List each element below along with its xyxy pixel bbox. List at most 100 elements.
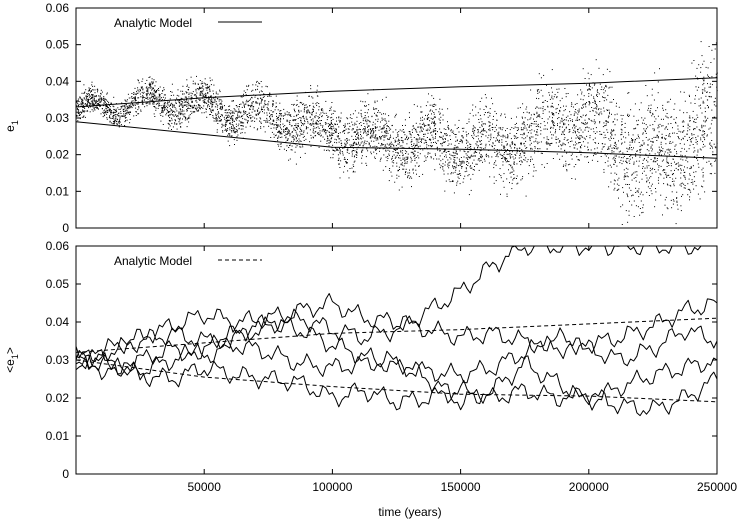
top-scatter-point xyxy=(511,154,513,155)
top-scatter-point xyxy=(201,90,203,92)
top-scatter-point xyxy=(477,132,479,134)
top-scatter-point xyxy=(429,110,431,112)
top-scatter-point xyxy=(540,130,542,132)
top-scatter-point xyxy=(702,100,704,102)
top-scatter-point xyxy=(164,109,165,111)
top-scatter-point xyxy=(142,78,144,80)
top-scatter-point xyxy=(118,109,120,110)
top-scatter-point xyxy=(522,122,524,124)
top-scatter-point xyxy=(247,122,248,124)
top-scatter-point xyxy=(242,95,244,97)
top-scatter-point xyxy=(260,97,261,99)
top-scatter-point xyxy=(402,150,404,152)
top-scatter-point xyxy=(419,131,421,133)
top-scatter-point xyxy=(279,113,281,115)
top-scatter-point xyxy=(506,153,508,155)
top-scatter-point xyxy=(478,138,479,140)
top-scatter-point xyxy=(368,142,370,144)
top-scatter-point xyxy=(687,161,689,163)
top-scatter-point xyxy=(152,94,154,95)
top-scatter-point xyxy=(447,145,449,146)
top-scatter-point xyxy=(709,147,711,149)
top-scatter-point xyxy=(598,108,600,110)
top-scatter-point xyxy=(209,89,211,91)
top-scatter-point xyxy=(423,122,425,124)
top-scatter-point xyxy=(389,142,391,144)
top-scatter-point xyxy=(106,108,108,110)
top-scatter-point xyxy=(378,110,379,112)
top-scatter-point xyxy=(614,180,616,182)
top-scatter-point xyxy=(360,114,362,116)
top-scatter-point xyxy=(123,108,125,110)
top-scatter-point xyxy=(564,109,566,111)
top-scatter-point xyxy=(138,97,140,99)
top-scatter-point xyxy=(88,93,90,95)
top-scatter-point xyxy=(161,111,163,113)
top-scatter-point xyxy=(504,152,505,153)
top-scatter-point xyxy=(282,115,284,117)
top-scatter-point xyxy=(375,130,377,132)
top-scatter-point xyxy=(629,141,631,143)
top-scatter-point xyxy=(229,135,231,137)
top-scatter-point xyxy=(528,173,530,175)
top-scatter-point xyxy=(229,105,231,107)
top-scatter-point xyxy=(523,124,525,125)
top-scatter-point xyxy=(504,157,506,159)
top-scatter-point xyxy=(418,146,420,148)
top-scatter-point xyxy=(429,138,431,140)
top-scatter-point xyxy=(565,96,567,98)
top-scatter-point xyxy=(584,103,586,104)
top-scatter-point xyxy=(542,101,544,103)
top-scatter-point xyxy=(671,181,673,182)
top-scatter-point xyxy=(652,114,654,115)
top-scatter-point xyxy=(506,158,508,160)
top-scatter-point xyxy=(387,139,389,140)
top-scatter-point xyxy=(86,103,88,105)
top-scatter-point xyxy=(468,118,470,120)
top-scatter-point xyxy=(627,158,629,159)
top-scatter-point xyxy=(404,150,406,152)
top-scatter-point xyxy=(233,120,235,122)
top-scatter-point xyxy=(293,115,295,117)
top-scatter-point xyxy=(514,147,516,149)
top-scatter-point xyxy=(702,167,704,169)
top-scatter-point xyxy=(483,158,485,160)
top-scatter-point xyxy=(337,149,339,151)
top-scatter-point xyxy=(579,150,581,152)
top-scatter-point xyxy=(604,90,606,92)
top-scatter-point xyxy=(145,98,147,99)
top-scatter-point xyxy=(485,143,487,145)
top-scatter-point xyxy=(396,162,398,164)
top-scatter-point xyxy=(479,114,481,116)
top-scatter-point xyxy=(608,148,610,150)
top-scatter-point xyxy=(692,110,694,112)
top-scatter-point xyxy=(555,130,556,132)
top-scatter-point xyxy=(119,108,121,110)
top-scatter-point xyxy=(466,154,468,156)
top-scatter-point xyxy=(210,101,212,102)
top-scatter-point xyxy=(186,109,188,111)
top-scatter-point xyxy=(279,124,281,126)
top-scatter-point xyxy=(401,139,403,141)
top-scatter-point xyxy=(608,138,610,140)
top-scatter-point xyxy=(417,139,419,141)
top-scatter-point xyxy=(552,158,554,159)
top-scatter-point xyxy=(217,104,219,106)
top-scatter-point xyxy=(543,137,545,139)
top-scatter-point xyxy=(599,101,601,102)
top-scatter-point xyxy=(431,134,433,136)
top-scatter-point xyxy=(299,127,301,129)
top-scatter-point xyxy=(662,104,664,106)
top-scatter-point xyxy=(552,134,554,136)
top-scatter-point xyxy=(336,148,338,150)
top-scatter-point xyxy=(203,99,205,101)
top-scatter-point xyxy=(265,120,267,122)
top-scatter-point xyxy=(180,126,182,128)
top-scatter-point xyxy=(267,121,269,123)
top-scatter-point xyxy=(289,120,291,121)
top-scatter-point xyxy=(642,132,644,134)
top-scatter-point xyxy=(510,117,512,119)
top-scatter-point xyxy=(113,108,115,110)
top-scatter-point xyxy=(262,111,263,113)
top-scatter-point xyxy=(380,138,382,140)
